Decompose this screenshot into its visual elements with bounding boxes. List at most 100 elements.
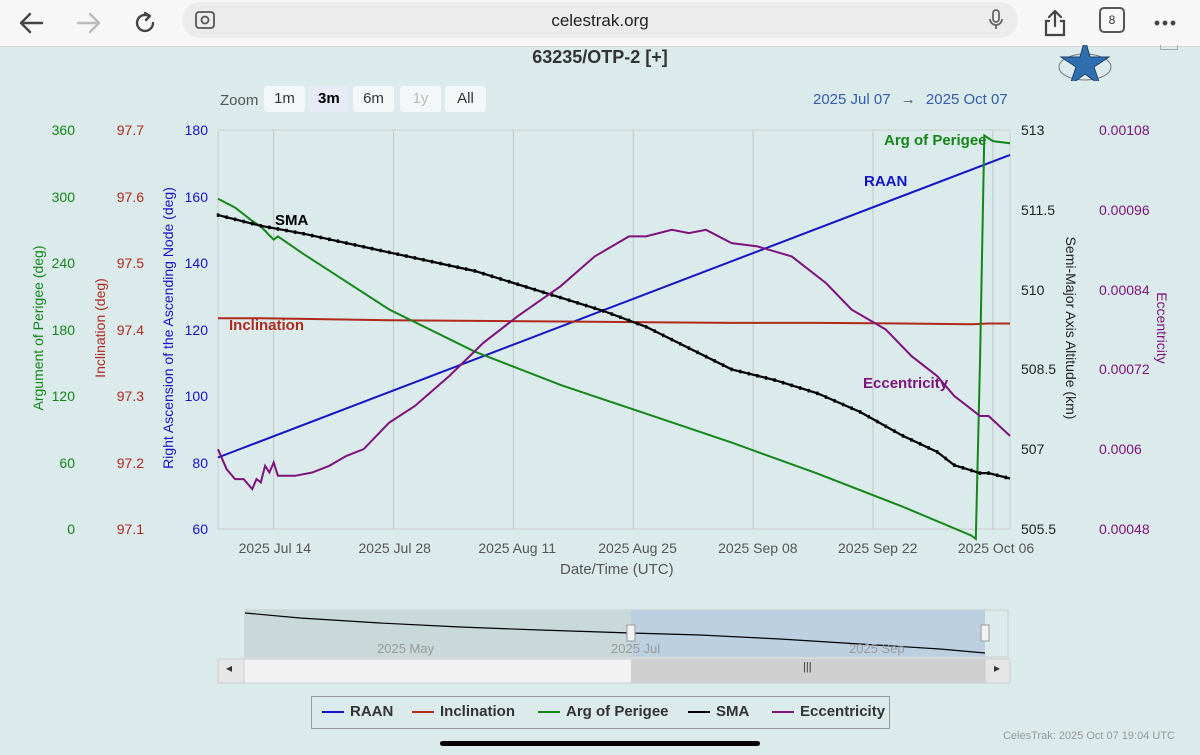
sma-point xyxy=(310,233,314,238)
sma-point xyxy=(439,261,442,266)
series-annotation: RAAN xyxy=(864,173,907,190)
axis-tick-label: 513 xyxy=(1021,122,1045,138)
sma-point xyxy=(233,217,237,222)
chart-title: 63235/OTP-2 [+] xyxy=(532,47,668,67)
sma-point xyxy=(730,367,733,372)
legend-item-sma[interactable]: SMA xyxy=(688,703,749,720)
scrollbar-right-button xyxy=(984,658,1011,684)
x-tick-label: 2025 Jul 14 xyxy=(238,540,312,556)
sma-point xyxy=(687,346,691,350)
scroll-left-arrow[interactable]: ◂ xyxy=(226,661,233,675)
zoom-6m-button[interactable]: 6m xyxy=(353,86,394,112)
legend-label: Arg of Perigee xyxy=(566,703,669,720)
x-tick-label: 2025 Sep 22 xyxy=(838,540,918,556)
inclination-swatch xyxy=(412,710,434,713)
forward-icon[interactable] xyxy=(70,4,108,42)
legend-item-eccentricity[interactable]: Eccentricity xyxy=(772,703,885,720)
celestrak-logo[interactable] xyxy=(1055,37,1115,87)
sma-point xyxy=(388,250,391,255)
sma-point xyxy=(584,303,588,308)
sma-point xyxy=(704,354,708,359)
credit-text[interactable]: CelesTrak: 2025 Oct 07 19:04 UTC xyxy=(1002,730,1175,742)
more-icon[interactable] xyxy=(1146,4,1184,42)
navigator[interactable] xyxy=(0,47,1200,697)
axis-tick-label: 360 xyxy=(51,122,75,138)
axis-tick-label: 100 xyxy=(184,388,208,404)
zoom-label: Zoom xyxy=(220,92,259,109)
axis-tick-label: 140 xyxy=(184,255,208,271)
chart-page: 63235/OTP-2 [+] Zoom 1m 3m 6m 1y All 202… xyxy=(0,37,1200,755)
axis-tick-label: 80 xyxy=(192,454,208,471)
sma-point xyxy=(644,325,648,329)
sma-point xyxy=(456,265,459,270)
axis-tick-label: 0.00108 xyxy=(1099,122,1150,138)
range-from[interactable]: 2025 Jul 07 xyxy=(813,91,891,108)
sma-point xyxy=(995,473,999,478)
sma-point xyxy=(268,225,271,230)
sma-point xyxy=(970,468,973,473)
sma-point xyxy=(679,342,682,346)
reload-icon[interactable] xyxy=(126,4,164,42)
axis-tick-label: 0.00096 xyxy=(1099,201,1150,218)
navigator-label-jul: 2025 Jul xyxy=(611,641,661,656)
legend-item-inclination[interactable]: Inclination xyxy=(412,703,515,720)
axis-tick-label: 0.00048 xyxy=(1099,521,1150,537)
sma-point xyxy=(824,395,828,399)
sma-point xyxy=(807,388,810,393)
address-bar[interactable]: celestrak.org xyxy=(182,2,1018,38)
axis-tick-label: 510 xyxy=(1021,281,1045,298)
navigator-handle-right xyxy=(980,624,990,642)
sma-point xyxy=(670,337,673,342)
sma-point xyxy=(482,271,485,276)
axis-tick-label: 300 xyxy=(51,188,75,205)
date-range[interactable]: 2025 Jul 07 → 2025 Oct 07 xyxy=(813,91,1008,108)
x-tick-label: 2025 Oct 06 xyxy=(957,540,1035,556)
series-line-raan xyxy=(217,153,1011,459)
sma-point xyxy=(336,239,340,243)
sma-point xyxy=(430,259,434,264)
back-icon[interactable] xyxy=(12,4,50,42)
legend-item-argp[interactable]: Arg of Perigee xyxy=(538,703,669,720)
tabs-button[interactable]: 8 xyxy=(1099,7,1125,33)
zoom-3m-button[interactable]: 3m xyxy=(308,86,349,112)
main-plot[interactable]: SMA Inclination RAAN Arg of Perigee Eccentri… xyxy=(0,47,1200,607)
sma-point xyxy=(739,369,742,374)
legend-item-raan[interactable]: RAAN xyxy=(322,703,393,720)
share-icon[interactable] xyxy=(1036,4,1074,42)
sma-point xyxy=(841,402,845,407)
sma-point xyxy=(525,285,528,289)
sma-point xyxy=(447,263,451,268)
axis-tick-label: 120 xyxy=(184,321,208,338)
navigator-label-may: 2025 May xyxy=(377,641,435,656)
sma-point xyxy=(910,438,913,442)
sma-point xyxy=(850,406,853,411)
sma-point xyxy=(328,237,331,242)
sma-point xyxy=(1004,475,1007,480)
sma-point xyxy=(490,274,494,279)
page-scan-icon[interactable] xyxy=(194,10,216,35)
plot-area xyxy=(217,129,1011,530)
axis-tick-label: 240 xyxy=(51,255,75,271)
axis-tick-label: 97.4 xyxy=(116,321,144,338)
sma-point xyxy=(559,295,562,300)
axis-tick-label: 97.5 xyxy=(116,255,144,271)
scroll-right-arrow[interactable]: ▸ xyxy=(994,661,1001,675)
axis-tick-label: 97.2 xyxy=(116,454,144,471)
microphone-icon[interactable] xyxy=(988,9,1004,36)
axis-tick-label: 508.5 xyxy=(1021,361,1057,378)
axis-tick-label: 97.6 xyxy=(116,188,144,205)
sma-point xyxy=(781,380,785,385)
sma-point xyxy=(953,463,956,467)
sma-point xyxy=(216,213,220,217)
sma-point xyxy=(978,471,982,475)
zoom-1m-button[interactable]: 1m xyxy=(264,86,305,112)
zoom-all-button[interactable]: All xyxy=(445,86,486,112)
range-to[interactable]: 2025 Oct 07 xyxy=(925,91,1008,108)
sma-point xyxy=(319,235,322,240)
sma-point xyxy=(961,466,965,470)
sma-point xyxy=(542,290,545,295)
sma-point xyxy=(550,293,554,297)
scrollbar-grip[interactable]: ||| xyxy=(803,661,812,673)
fullscreen-icon[interactable] xyxy=(1160,45,1178,50)
sma-point xyxy=(242,219,245,224)
